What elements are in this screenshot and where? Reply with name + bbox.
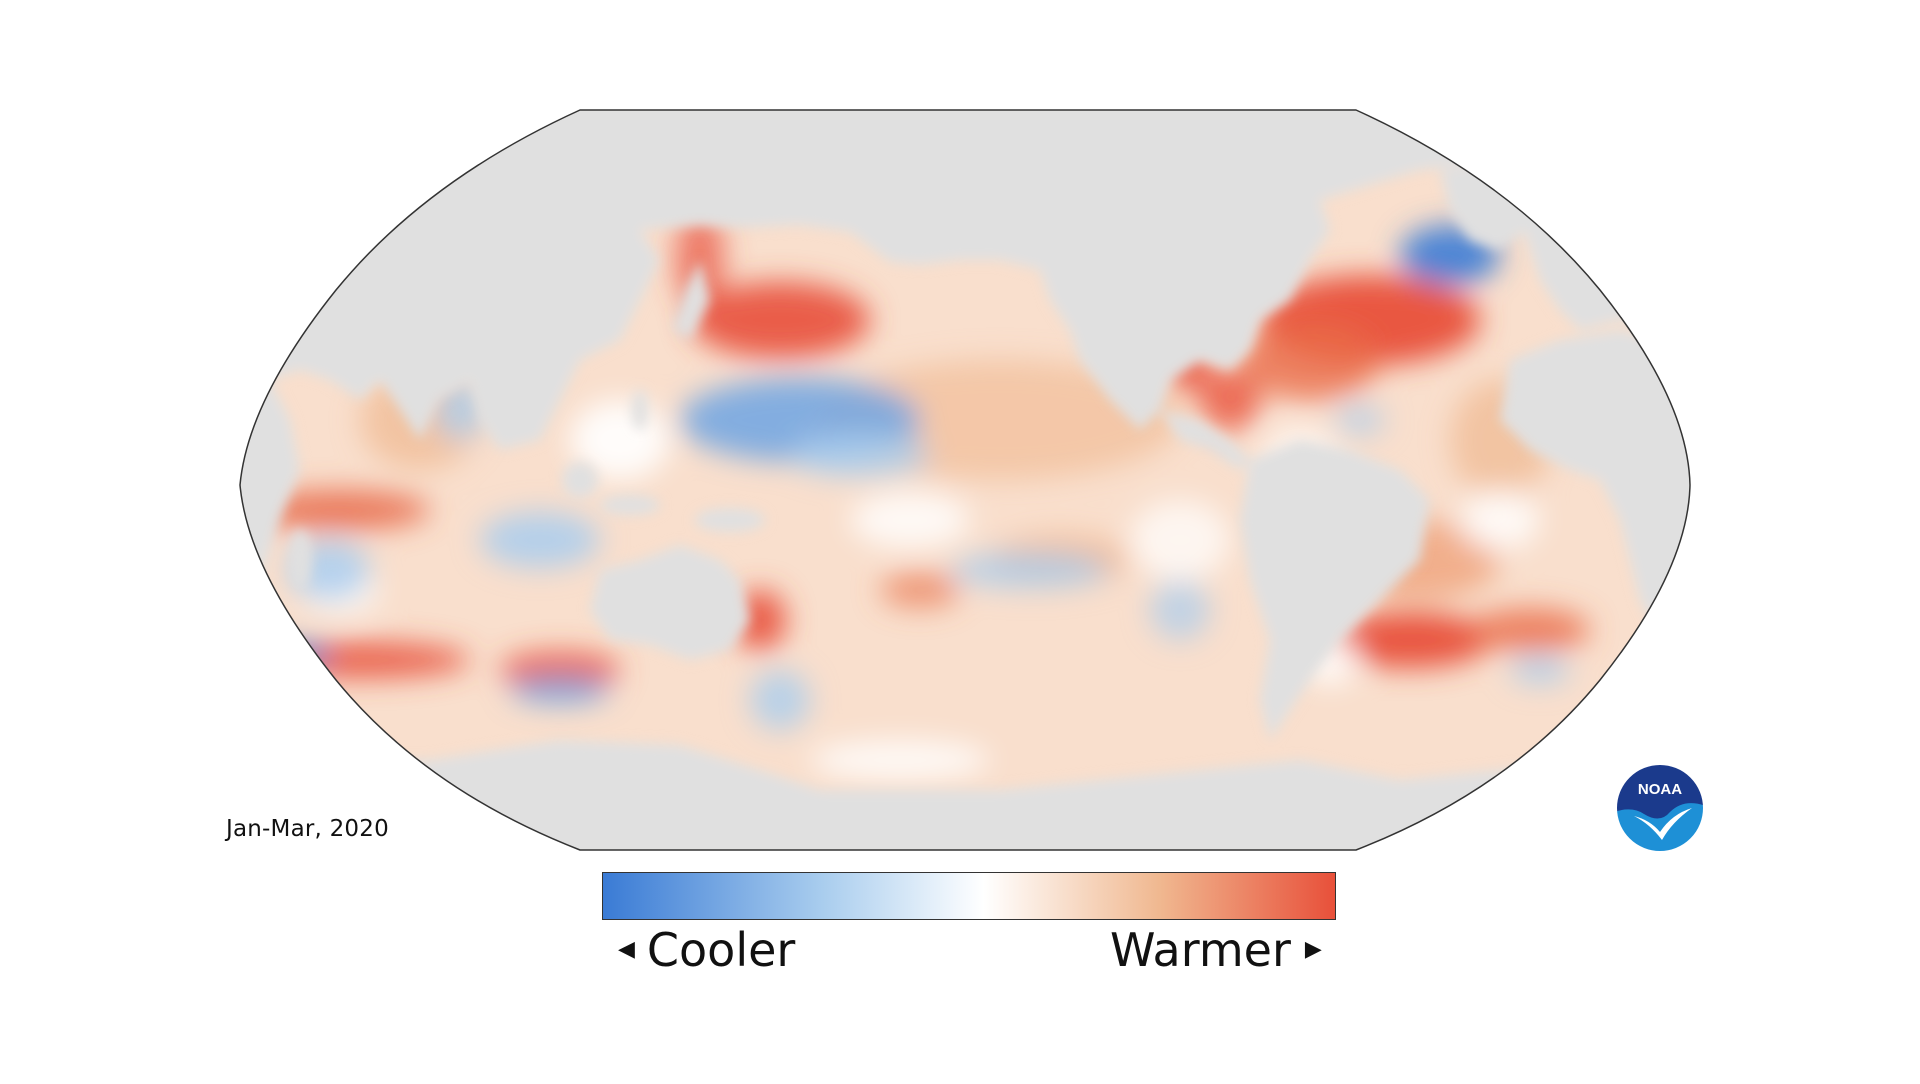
- cooler-label: ◀ Cooler: [618, 927, 795, 973]
- cooler-text: Cooler: [646, 923, 796, 977]
- left-arrow-icon: ◀: [618, 937, 635, 962]
- warmer-label: Warmer ▶: [1110, 927, 1322, 973]
- noaa-logo-icon: NOAA: [1614, 762, 1706, 854]
- globe-interior: [240, 110, 1690, 850]
- globe-outline: [239, 109, 1691, 851]
- right-arrow-icon: ▶: [1304, 937, 1322, 962]
- period-label: Jan-Mar, 2020: [226, 816, 389, 842]
- color-scale-bar: [602, 872, 1336, 920]
- svg-text:NOAA: NOAA: [1638, 781, 1682, 798]
- land-masses: [240, 110, 1690, 850]
- warmer-text: Warmer: [1110, 923, 1291, 977]
